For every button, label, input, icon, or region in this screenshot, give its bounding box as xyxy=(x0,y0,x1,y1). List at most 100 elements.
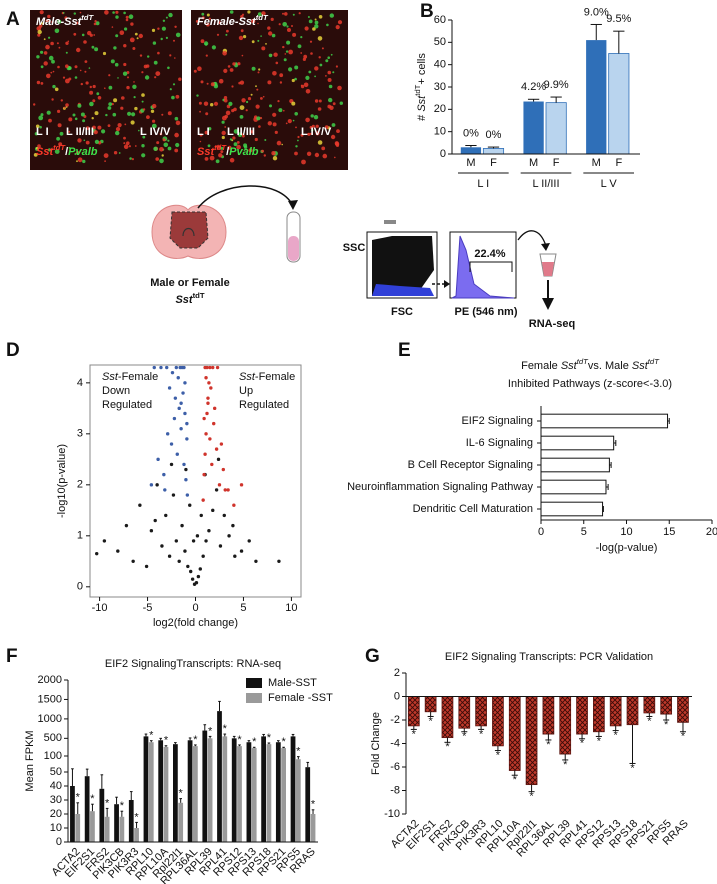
cell xyxy=(62,12,65,14)
y-tick-label: 60 xyxy=(434,14,446,26)
cell xyxy=(292,13,295,16)
x-tick-label: L II/III xyxy=(532,178,559,190)
cell xyxy=(161,26,166,31)
bar-annotation: * xyxy=(496,749,501,761)
point xyxy=(198,567,202,571)
text-run: Sst xyxy=(239,371,256,383)
text-run: Sst xyxy=(102,371,119,383)
y-tick-label: 10 xyxy=(434,126,446,138)
cell xyxy=(178,77,182,81)
cell xyxy=(314,99,319,103)
cell xyxy=(231,109,235,113)
cell xyxy=(97,96,102,100)
point xyxy=(124,523,129,528)
cell xyxy=(52,84,56,89)
y-tick-label: 0 xyxy=(77,581,83,593)
cell xyxy=(201,12,205,16)
cell xyxy=(199,133,203,137)
cell xyxy=(115,127,121,132)
y-axis-label: Fold Change xyxy=(370,712,382,775)
point xyxy=(233,554,237,558)
cell xyxy=(68,117,73,122)
cell xyxy=(318,14,323,19)
cell xyxy=(153,146,158,151)
cell xyxy=(93,34,96,36)
point xyxy=(182,365,186,370)
bar-annotation: * xyxy=(428,715,433,727)
cell xyxy=(325,75,327,77)
cell xyxy=(315,131,320,136)
cell xyxy=(115,10,119,14)
cell xyxy=(281,143,284,146)
cell xyxy=(87,30,92,36)
cell xyxy=(169,54,172,57)
cell xyxy=(124,123,127,126)
point xyxy=(165,365,169,370)
axis-label: SSC xyxy=(343,242,366,254)
cell xyxy=(229,138,232,141)
x-tick-label: 20 xyxy=(706,526,717,538)
x-tick-label: -5 xyxy=(143,602,153,614)
bar xyxy=(305,767,311,842)
cell xyxy=(124,27,128,31)
axis-label: PE (546 nm) xyxy=(455,306,518,318)
annotation: Up xyxy=(239,385,253,397)
cell xyxy=(89,90,94,95)
x-tick-label: 5 xyxy=(581,526,587,538)
point xyxy=(203,452,207,456)
y-tick-label: Dendritic Cell Maturation xyxy=(413,503,533,515)
cell xyxy=(51,59,55,64)
bar-annotation: * xyxy=(179,788,184,800)
cell xyxy=(37,144,41,148)
cell xyxy=(233,142,238,147)
cell xyxy=(201,16,205,20)
x-axis-label: -log(p-value) xyxy=(596,542,658,554)
cell xyxy=(163,142,169,148)
cell xyxy=(251,40,255,44)
point xyxy=(218,544,223,548)
cell xyxy=(312,27,316,31)
cell xyxy=(72,113,76,117)
cell xyxy=(45,44,50,50)
cell xyxy=(167,111,172,116)
cell xyxy=(245,109,248,112)
point xyxy=(181,391,185,395)
cell xyxy=(294,77,297,81)
bar xyxy=(310,814,316,842)
cell xyxy=(146,64,150,68)
cell xyxy=(57,65,60,69)
stain-legend: SsttdT/Pvalb xyxy=(36,143,98,158)
cell xyxy=(77,157,83,163)
cell xyxy=(267,26,271,30)
bar xyxy=(525,696,538,786)
cell xyxy=(41,22,44,25)
cell xyxy=(120,106,124,110)
bar xyxy=(261,736,266,842)
text-run: Inhibited Pathways (z-score<-3.0) xyxy=(508,378,672,390)
cell xyxy=(273,52,278,57)
cell xyxy=(239,105,245,110)
bar-annotation: * xyxy=(445,741,450,753)
cell xyxy=(271,33,276,38)
image-title: Female-SsttdT xyxy=(197,13,269,28)
cell xyxy=(127,111,132,116)
point xyxy=(116,549,120,553)
cell xyxy=(279,73,284,78)
cell xyxy=(63,106,66,109)
cell xyxy=(83,40,87,44)
text-run: Pvalb xyxy=(229,146,259,158)
cell xyxy=(221,135,225,140)
bar-annotation: 9.5% xyxy=(606,13,631,25)
bar-annotation: * xyxy=(105,797,110,809)
cell xyxy=(85,81,89,85)
bar xyxy=(84,776,90,842)
cell xyxy=(101,129,106,134)
cell xyxy=(284,12,288,16)
cell xyxy=(52,70,55,73)
cell xyxy=(128,14,134,19)
point xyxy=(239,483,244,487)
cell xyxy=(103,153,109,159)
cell xyxy=(92,125,96,130)
cell xyxy=(45,19,49,23)
bar-annotation: * xyxy=(193,734,198,746)
